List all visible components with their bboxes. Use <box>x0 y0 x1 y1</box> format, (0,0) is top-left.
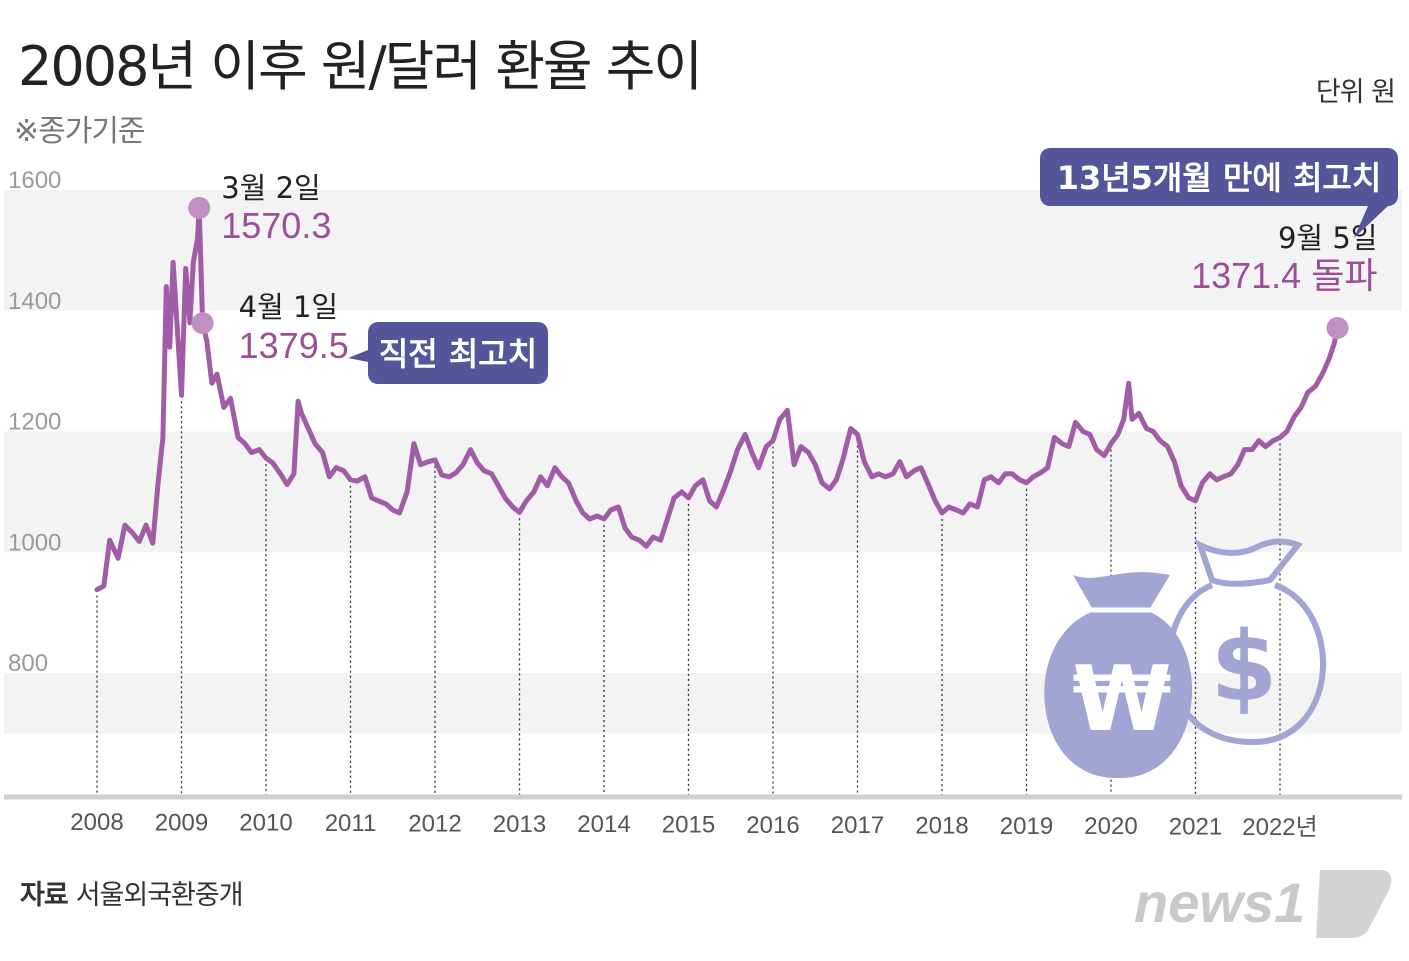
x-tick-label: 2016 <box>746 812 799 839</box>
annotation-marker <box>1326 317 1349 340</box>
annotation-marker <box>191 312 214 335</box>
x-tick-label: 2013 <box>493 811 546 838</box>
x-tick-label: 2014 <box>577 811 630 838</box>
source-label: 자료 <box>20 880 69 911</box>
callout-text: 13년5개월 만에 최고치 <box>1057 159 1382 197</box>
logo-text: news1 <box>1134 871 1305 934</box>
x-tick-label: 2015 <box>662 811 715 838</box>
annotation-date: 3월 2일 <box>221 171 320 205</box>
annotation-value: 1570.3 <box>221 205 331 246</box>
x-tick-label: 2011 <box>325 810 377 837</box>
exchange-rate-line <box>94 205 1340 593</box>
grid-band <box>4 673 1402 734</box>
x-tick-label: 2021 <box>1169 814 1222 841</box>
annotation-value: 1379.5 <box>239 325 349 366</box>
annotation-marker <box>188 196 211 219</box>
won-icon: ₩ <box>1072 647 1171 752</box>
grid-band <box>4 190 1402 311</box>
callout-text: 직전 최고치 <box>379 335 537 373</box>
chart-subtitle: ※종가기준 <box>14 114 146 149</box>
callout-pointer <box>1354 206 1388 238</box>
x-tick-label: 2017 <box>831 812 884 839</box>
x-tick-label: 2012 <box>408 810 461 837</box>
callout-pointer <box>348 350 368 362</box>
y-tick-label: 1000 <box>8 529 61 556</box>
x-tick-label: 2020 <box>1084 813 1137 840</box>
annotation-value: 1371.4 돌파 <box>1191 255 1377 296</box>
x-tick-label: 2022년 <box>1242 814 1317 841</box>
won-money-bag-icon <box>1044 572 1193 779</box>
annotation-date: 4월 1일 <box>239 290 338 324</box>
x-tick-label: 2009 <box>155 809 208 836</box>
grid-band <box>4 431 1402 553</box>
dollar-icon: $ <box>1211 611 1278 723</box>
x-tick-label: 2008 <box>70 809 123 836</box>
y-tick-label: 800 <box>8 650 48 677</box>
page-title: 2008년 이후 원/달러 환율 추이 <box>18 35 703 98</box>
unit-label: 단위 원 <box>1315 77 1396 108</box>
x-tick-label: 2019 <box>1000 813 1053 840</box>
y-tick-label: 1200 <box>8 409 61 436</box>
news1-logo: news1 <box>1134 870 1392 938</box>
source-text: 서울외국환중개 <box>75 880 244 911</box>
callout-box <box>1040 148 1398 206</box>
x-tick-label: 2010 <box>239 810 292 837</box>
callout-box <box>368 322 548 384</box>
y-tick-label: 1400 <box>8 288 61 315</box>
source-note: 자료 서울외국환중개 <box>20 873 244 912</box>
y-tick-label: 1600 <box>8 167 61 194</box>
x-tick-label: 2018 <box>915 813 968 840</box>
